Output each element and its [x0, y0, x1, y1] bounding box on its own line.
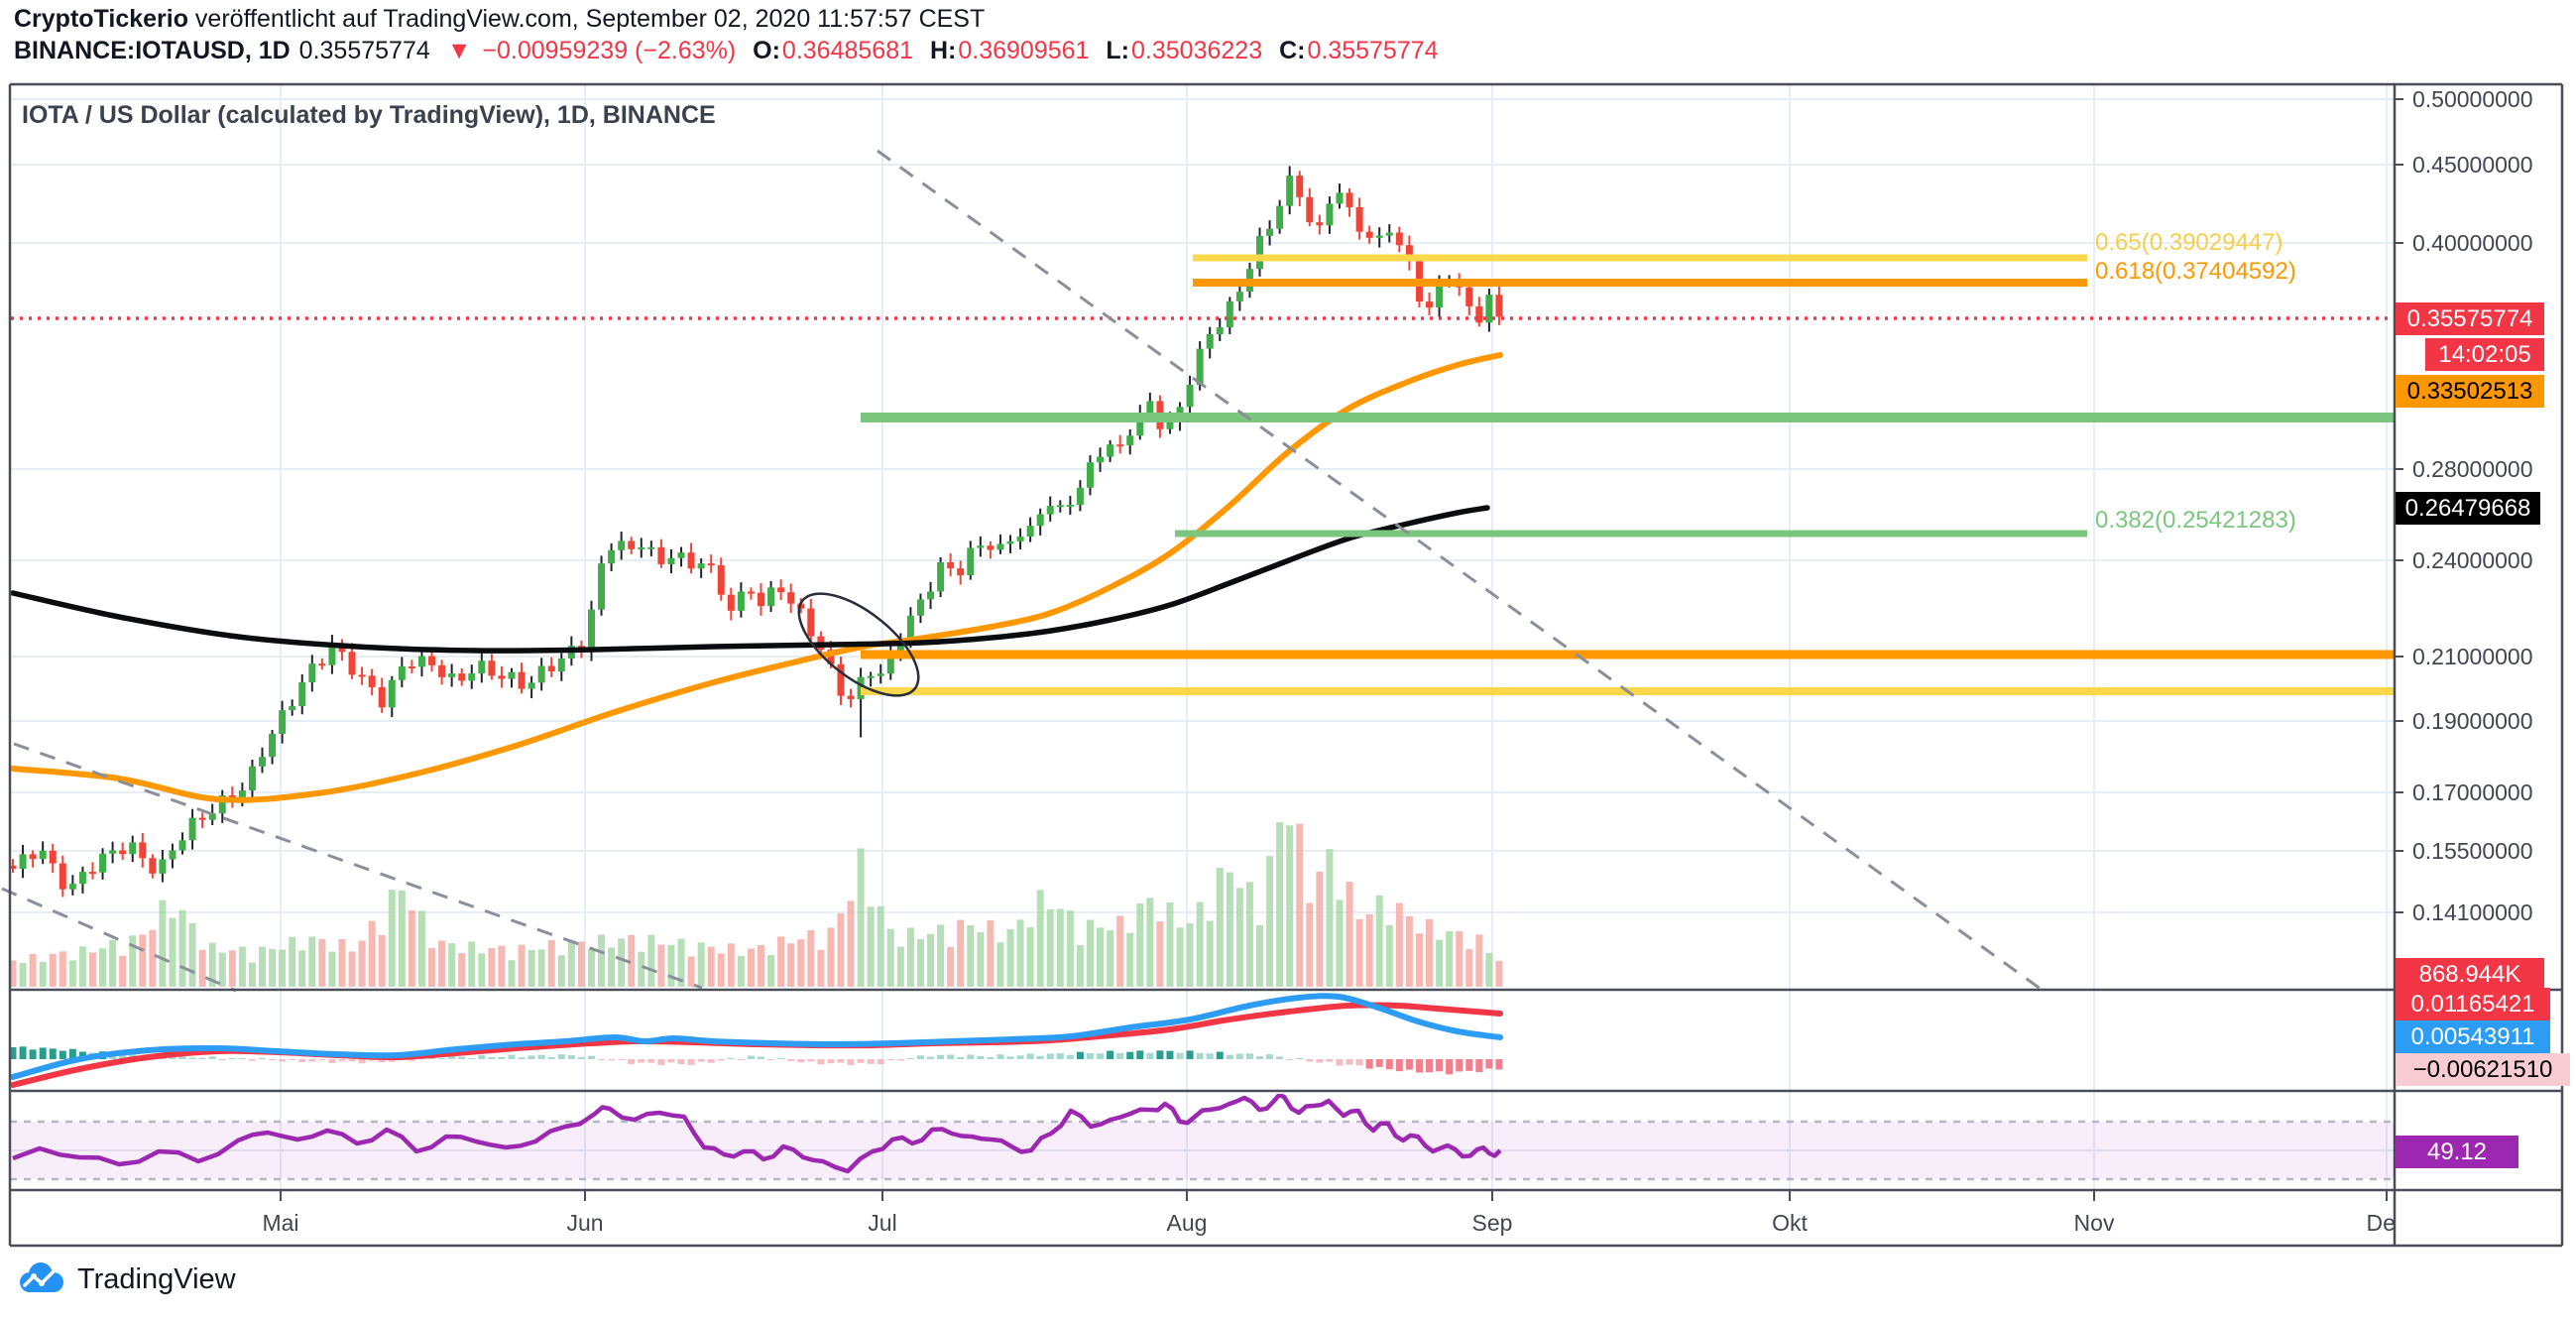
axis-label-box — [2396, 302, 2544, 335]
macd-pane — [11, 993, 1503, 1088]
dashed-trendline-3[interactable] — [1, 887, 237, 993]
tradingview-logo-text: TradingView — [77, 1262, 236, 1295]
open-label: O: — [753, 37, 780, 64]
rsi-pane — [12, 1094, 1502, 1174]
axis-label-text: 0.26479668 — [2405, 495, 2531, 522]
chart-legend: IOTA / US Dollar (calculated by TradingV… — [22, 101, 716, 129]
high-value: 0.36909561 — [958, 37, 1090, 64]
ellipse-annotation[interactable] — [782, 575, 935, 715]
month-label: Aug — [1167, 1210, 1208, 1236]
time-axis[interactable]: Mai Jun Jul Aug Sep Okt Nov Dez — [262, 1190, 2406, 1236]
month-label: Nov — [2074, 1210, 2115, 1236]
price-tick-label: 0.21000000 — [2412, 644, 2533, 669]
low-value: 0.35036223 — [1131, 37, 1263, 64]
price-tick-label: 0.14100000 — [2412, 899, 2533, 925]
axis-label-text: 0.00543911 — [2410, 1023, 2534, 1050]
low-label: L: — [1106, 37, 1130, 64]
moving-averages — [11, 352, 1503, 803]
down-arrow-icon: ▼ — [446, 37, 472, 64]
macd-line — [11, 993, 1503, 1080]
axis-label-box — [2396, 988, 2550, 1020]
gridlines — [10, 84, 2395, 1190]
price-tick-label: 0.45000000 — [2412, 152, 2533, 178]
ray-fib-0382-label: 0.382(0.25421283) — [2095, 507, 2296, 534]
month-label: Mai — [262, 1210, 298, 1236]
symbol-status-row: BINANCE:IOTAUSD, 1D 0.35575774 ▼ −0.0095… — [14, 37, 1449, 65]
price-tick-label: 0.24000000 — [2412, 547, 2533, 573]
rsi-band — [10, 1120, 2395, 1181]
month-label: Jun — [566, 1210, 603, 1236]
axis-label-box — [2396, 492, 2540, 525]
axis-label-box — [2396, 1020, 2550, 1053]
price-axis[interactable]: 0.50000000 0.45000000 0.40000000 0.28000000… — [2395, 86, 2533, 925]
axis-label-text: 0.33502513 — [2407, 378, 2533, 405]
price-tick-label: 0.19000000 — [2412, 708, 2533, 734]
tradingview-logo[interactable]: TradingView — [16, 1261, 236, 1297]
black-ma-line — [11, 505, 1490, 654]
price-tick-label: 0.15500000 — [2412, 838, 2533, 864]
high-label: H: — [929, 37, 957, 64]
last-price: 0.35575774 — [298, 37, 430, 64]
axis-label-text: −0.00621510 — [2413, 1056, 2553, 1083]
trendlines[interactable] — [1, 149, 2046, 994]
month-label: Okt — [1772, 1210, 1808, 1236]
axis-label-box — [2396, 1053, 2570, 1086]
price-change: −0.00959239 (−2.63%) — [482, 37, 737, 64]
ray-fib-0618-label: 0.618(0.37404592) — [2095, 258, 2296, 285]
axis-label-box — [2396, 375, 2544, 408]
axis-label-box — [2396, 958, 2544, 991]
month-label: Dez — [2367, 1210, 2407, 1236]
month-label: Jul — [868, 1210, 896, 1236]
open-value: 0.36485681 — [781, 37, 914, 64]
macd-histogram — [11, 1046, 1503, 1075]
price-tick-label: 0.17000000 — [2412, 779, 2533, 805]
pane-borders — [8, 82, 2564, 1248]
axis-label-text: 14:02:05 — [2438, 341, 2530, 368]
price-tick-label: 0.40000000 — [2412, 230, 2533, 256]
price-axis-value-labels: 0.35575774 14:02:05 0.33502513 0.26479668 86… — [2396, 302, 2570, 1168]
axis-label-text: 49.12 — [2427, 1139, 2487, 1165]
close-label: C: — [1279, 37, 1306, 64]
byline-text: veröffentlicht auf TradingView.com, Sept… — [187, 5, 986, 33]
ellipse-shape — [797, 592, 920, 697]
axis-label-box — [2425, 338, 2544, 371]
symbol-name: BINANCE:IOTAUSD, 1D — [14, 37, 291, 64]
price-tick-label: 0.28000000 — [2412, 456, 2533, 482]
rsi-line — [12, 1094, 1502, 1174]
dashed-trendline-2[interactable] — [13, 742, 703, 990]
horizontal-level-lines[interactable]: 0.65(0.39029447)0.618(0.37404592) 0.382(0… — [11, 229, 2394, 695]
price-tick-label: 0.50000000 — [2412, 86, 2533, 112]
axis-label-text: 0.01165421 — [2410, 991, 2534, 1018]
byline: CryptoTickerio veröffentlicht auf Tradin… — [14, 5, 985, 34]
axis-label-text: 0.35575774 — [2407, 305, 2533, 332]
volume-bars — [11, 822, 1503, 987]
axis-label-text: 868.944K — [2419, 961, 2521, 988]
author-name: CryptoTickerio — [14, 5, 188, 33]
month-label: Sep — [1472, 1210, 1513, 1236]
ray-fib-065-label: 0.65(0.39029447) — [2095, 229, 2283, 256]
close-value: 0.35575774 — [1307, 37, 1439, 64]
tradingview-cloud-icon — [20, 1262, 63, 1292]
dashed-trendline-1[interactable] — [877, 149, 2046, 994]
axis-label-box — [2396, 1136, 2518, 1168]
